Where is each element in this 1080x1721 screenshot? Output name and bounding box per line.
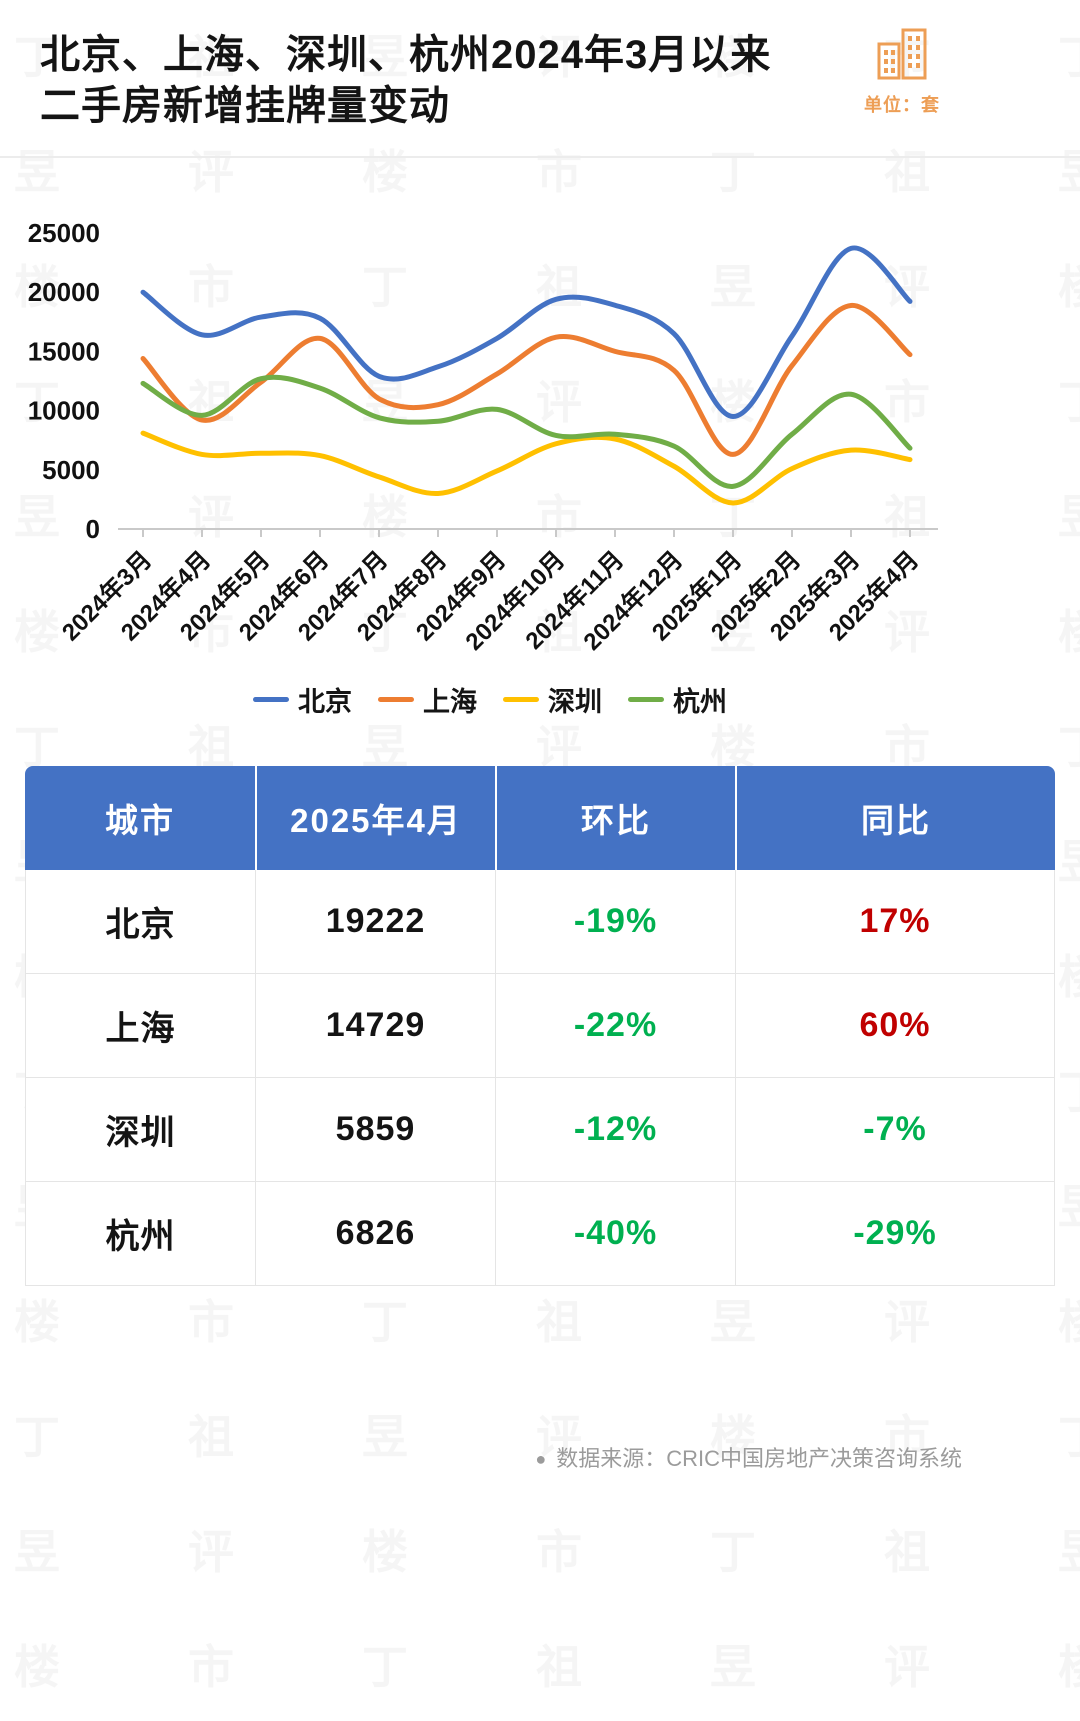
series-line-0 xyxy=(140,246,913,420)
y-axis-label: 25000 xyxy=(28,218,100,248)
watermark-row: 昱评楼市丁祖昱评 xyxy=(0,1495,1080,1610)
legend-swatch-shenzhen xyxy=(503,696,539,702)
legend-item-shenzhen: 深圳 xyxy=(503,680,602,719)
page-title-line1: 北京、上海、深圳、杭州2024年3月以来 xyxy=(40,33,772,77)
mom-cell: -22% xyxy=(495,974,735,1078)
legend-item-shanghai: 上海 xyxy=(378,680,477,719)
legend: 北京 上海 深圳 杭州 xyxy=(0,678,1080,720)
y-axis-label: 15000 xyxy=(28,337,100,367)
legend-label-hangzhou: 杭州 xyxy=(673,686,727,717)
unit-label: 单位：套 xyxy=(864,95,940,115)
table-row-hangzhou: 杭州 6826 -40% -29% xyxy=(26,1181,1054,1286)
value-cell: 19222 xyxy=(255,870,495,974)
building-icon xyxy=(871,24,933,87)
line-chart: 0 5000 10000 15000 20000 25000 2024年3月 2024年4月 2… xyxy=(0,158,1080,720)
table-header-city: 城市 xyxy=(105,802,175,840)
chart-canvas: 05000100001500020000250002024年3月2024年4月2… xyxy=(28,218,938,656)
legend-item-hangzhou: 杭州 xyxy=(628,680,727,719)
legend-item-beijing: 北京 xyxy=(253,680,352,719)
series-line-2 xyxy=(140,430,913,506)
legend-swatch-shanghai xyxy=(378,696,414,702)
legend-swatch-beijing xyxy=(253,696,289,702)
table-row-shanghai: 上海 14729 -22% 60% xyxy=(26,973,1054,1078)
header: 北京、上海、深圳、杭州2024年3月以来 二手房新增挂牌量变动 xyxy=(0,0,1080,159)
value-cell: 6826 xyxy=(255,1182,495,1286)
legend-label-shanghai: 上海 xyxy=(423,686,477,717)
table-header-mom: 环比 xyxy=(495,766,735,871)
footer: ● 数据来源：CRIC中国房地产决策咨询系统 xyxy=(0,1441,1080,1473)
source-dot-icon: ● xyxy=(535,1449,547,1470)
table-header-yoy: 同比 xyxy=(735,766,1055,871)
city-cell: 北京 xyxy=(105,906,176,945)
legend-label-shenzhen: 深圳 xyxy=(548,686,602,717)
y-axis-label: 10000 xyxy=(28,396,100,426)
table-body: 北京 19222 -19% 17% 上海 14729 -22% 60% 深圳 5… xyxy=(25,870,1055,1287)
y-axis-label: 20000 xyxy=(28,278,100,308)
yoy-cell: -29% xyxy=(735,1182,1054,1286)
value-cell: 14729 xyxy=(255,974,495,1078)
data-table: 城市 2025年4月 环比 同比 北京 19222 -19% 17% 上海 14… xyxy=(25,766,1055,1287)
table-header-row: 城市 2025年4月 环比 同比 xyxy=(25,766,1055,871)
series-line-3 xyxy=(140,375,913,490)
city-cell: 杭州 xyxy=(105,1218,176,1257)
yoy-cell: 17% xyxy=(735,870,1054,974)
watermark-row: 楼市丁祖昱评楼市 xyxy=(0,1610,1080,1721)
y-axis-label: 5000 xyxy=(42,455,100,485)
city-cell: 上海 xyxy=(105,1010,176,1049)
page-title-line2: 二手房新增挂牌量变动 xyxy=(40,84,450,129)
yoy-cell: 60% xyxy=(735,974,1054,1078)
table-row-beijing: 北京 19222 -19% 17% xyxy=(26,870,1054,974)
table-header-month: 2025年4月 xyxy=(255,766,495,871)
legend-swatch-hangzhou xyxy=(628,696,664,702)
table-row-shenzhen: 深圳 5859 -12% -7% xyxy=(26,1077,1054,1182)
footer-source: 数据来源：CRIC中国房地产决策咨询系统 xyxy=(556,1446,962,1472)
unit-block: 单位：套 xyxy=(864,24,940,117)
y-axis-label: 0 xyxy=(86,514,100,544)
mom-cell: -19% xyxy=(495,870,735,974)
city-cell: 深圳 xyxy=(105,1114,176,1153)
mom-cell: -40% xyxy=(495,1182,735,1286)
page-title: 北京、上海、深圳、杭州2024年3月以来 二手房新增挂牌量变动 xyxy=(40,30,1040,132)
value-cell: 5859 xyxy=(255,1078,495,1182)
legend-label-beijing: 北京 xyxy=(298,686,352,717)
mom-cell: -12% xyxy=(495,1078,735,1182)
yoy-cell: -7% xyxy=(735,1078,1054,1182)
